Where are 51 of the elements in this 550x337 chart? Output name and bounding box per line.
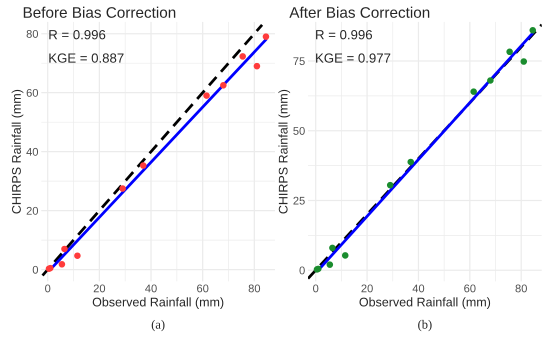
point — [407, 158, 414, 166]
point — [239, 53, 246, 60]
point — [119, 185, 126, 192]
x-tick-label: 80 — [516, 284, 527, 292]
point — [326, 261, 334, 268]
point — [203, 92, 210, 99]
x-tick-label: 40 — [412, 284, 424, 292]
x-tick-label: 80 — [248, 284, 260, 292]
point — [520, 58, 528, 65]
y-axis-title: CHIRPS Rainfall (mm) — [12, 90, 24, 214]
point — [529, 27, 536, 34]
point — [506, 48, 513, 56]
y-tick-label: 25 — [293, 196, 305, 205]
y-tick-label: 0 — [299, 266, 305, 274]
y-tick-label: 50 — [293, 126, 305, 135]
point — [487, 77, 494, 84]
y-tick-label: 40 — [26, 148, 38, 156]
x-tick-label: 0 — [313, 284, 318, 292]
y-tick-label: 75 — [293, 57, 305, 66]
chart-title: Before Bias Correction — [24, 6, 176, 18]
point — [58, 261, 66, 268]
annotation: R = 0.996 — [316, 30, 372, 40]
x-tick-label: 40 — [145, 284, 157, 292]
y-tick-label: 80 — [26, 30, 38, 38]
point — [61, 246, 68, 252]
annotation: KGE = 0.977 — [316, 53, 390, 63]
point — [329, 244, 336, 252]
x-tick-label: 20 — [94, 284, 106, 292]
x-tick-label: 20 — [361, 284, 373, 292]
annotation: KGE = 0.887 — [49, 53, 124, 63]
x-axis-title: Observed Rainfall (mm) — [359, 297, 490, 309]
text: (b) — [418, 320, 432, 332]
y-tick-label: 0 — [32, 266, 38, 274]
point — [386, 182, 394, 188]
x-tick-label: 0 — [45, 284, 50, 292]
point — [74, 252, 81, 260]
point — [140, 162, 147, 169]
text: (a) — [152, 320, 165, 332]
x-tick-label: 60 — [464, 284, 476, 292]
x-axis-title: Observed Rainfall (mm) — [92, 297, 224, 309]
point — [470, 88, 477, 95]
annotation: R = 0.996 — [49, 30, 106, 40]
point — [254, 62, 260, 70]
point — [262, 33, 270, 40]
y-axis-title: CHIRPS Rainfall (mm) — [278, 90, 290, 214]
y-tick-label: 60 — [26, 88, 38, 97]
y-tick-label: 20 — [26, 206, 38, 215]
point — [342, 252, 349, 259]
x-tick-label: 60 — [197, 284, 208, 292]
chart-title: After Bias Correction — [289, 6, 430, 18]
point — [220, 82, 227, 89]
